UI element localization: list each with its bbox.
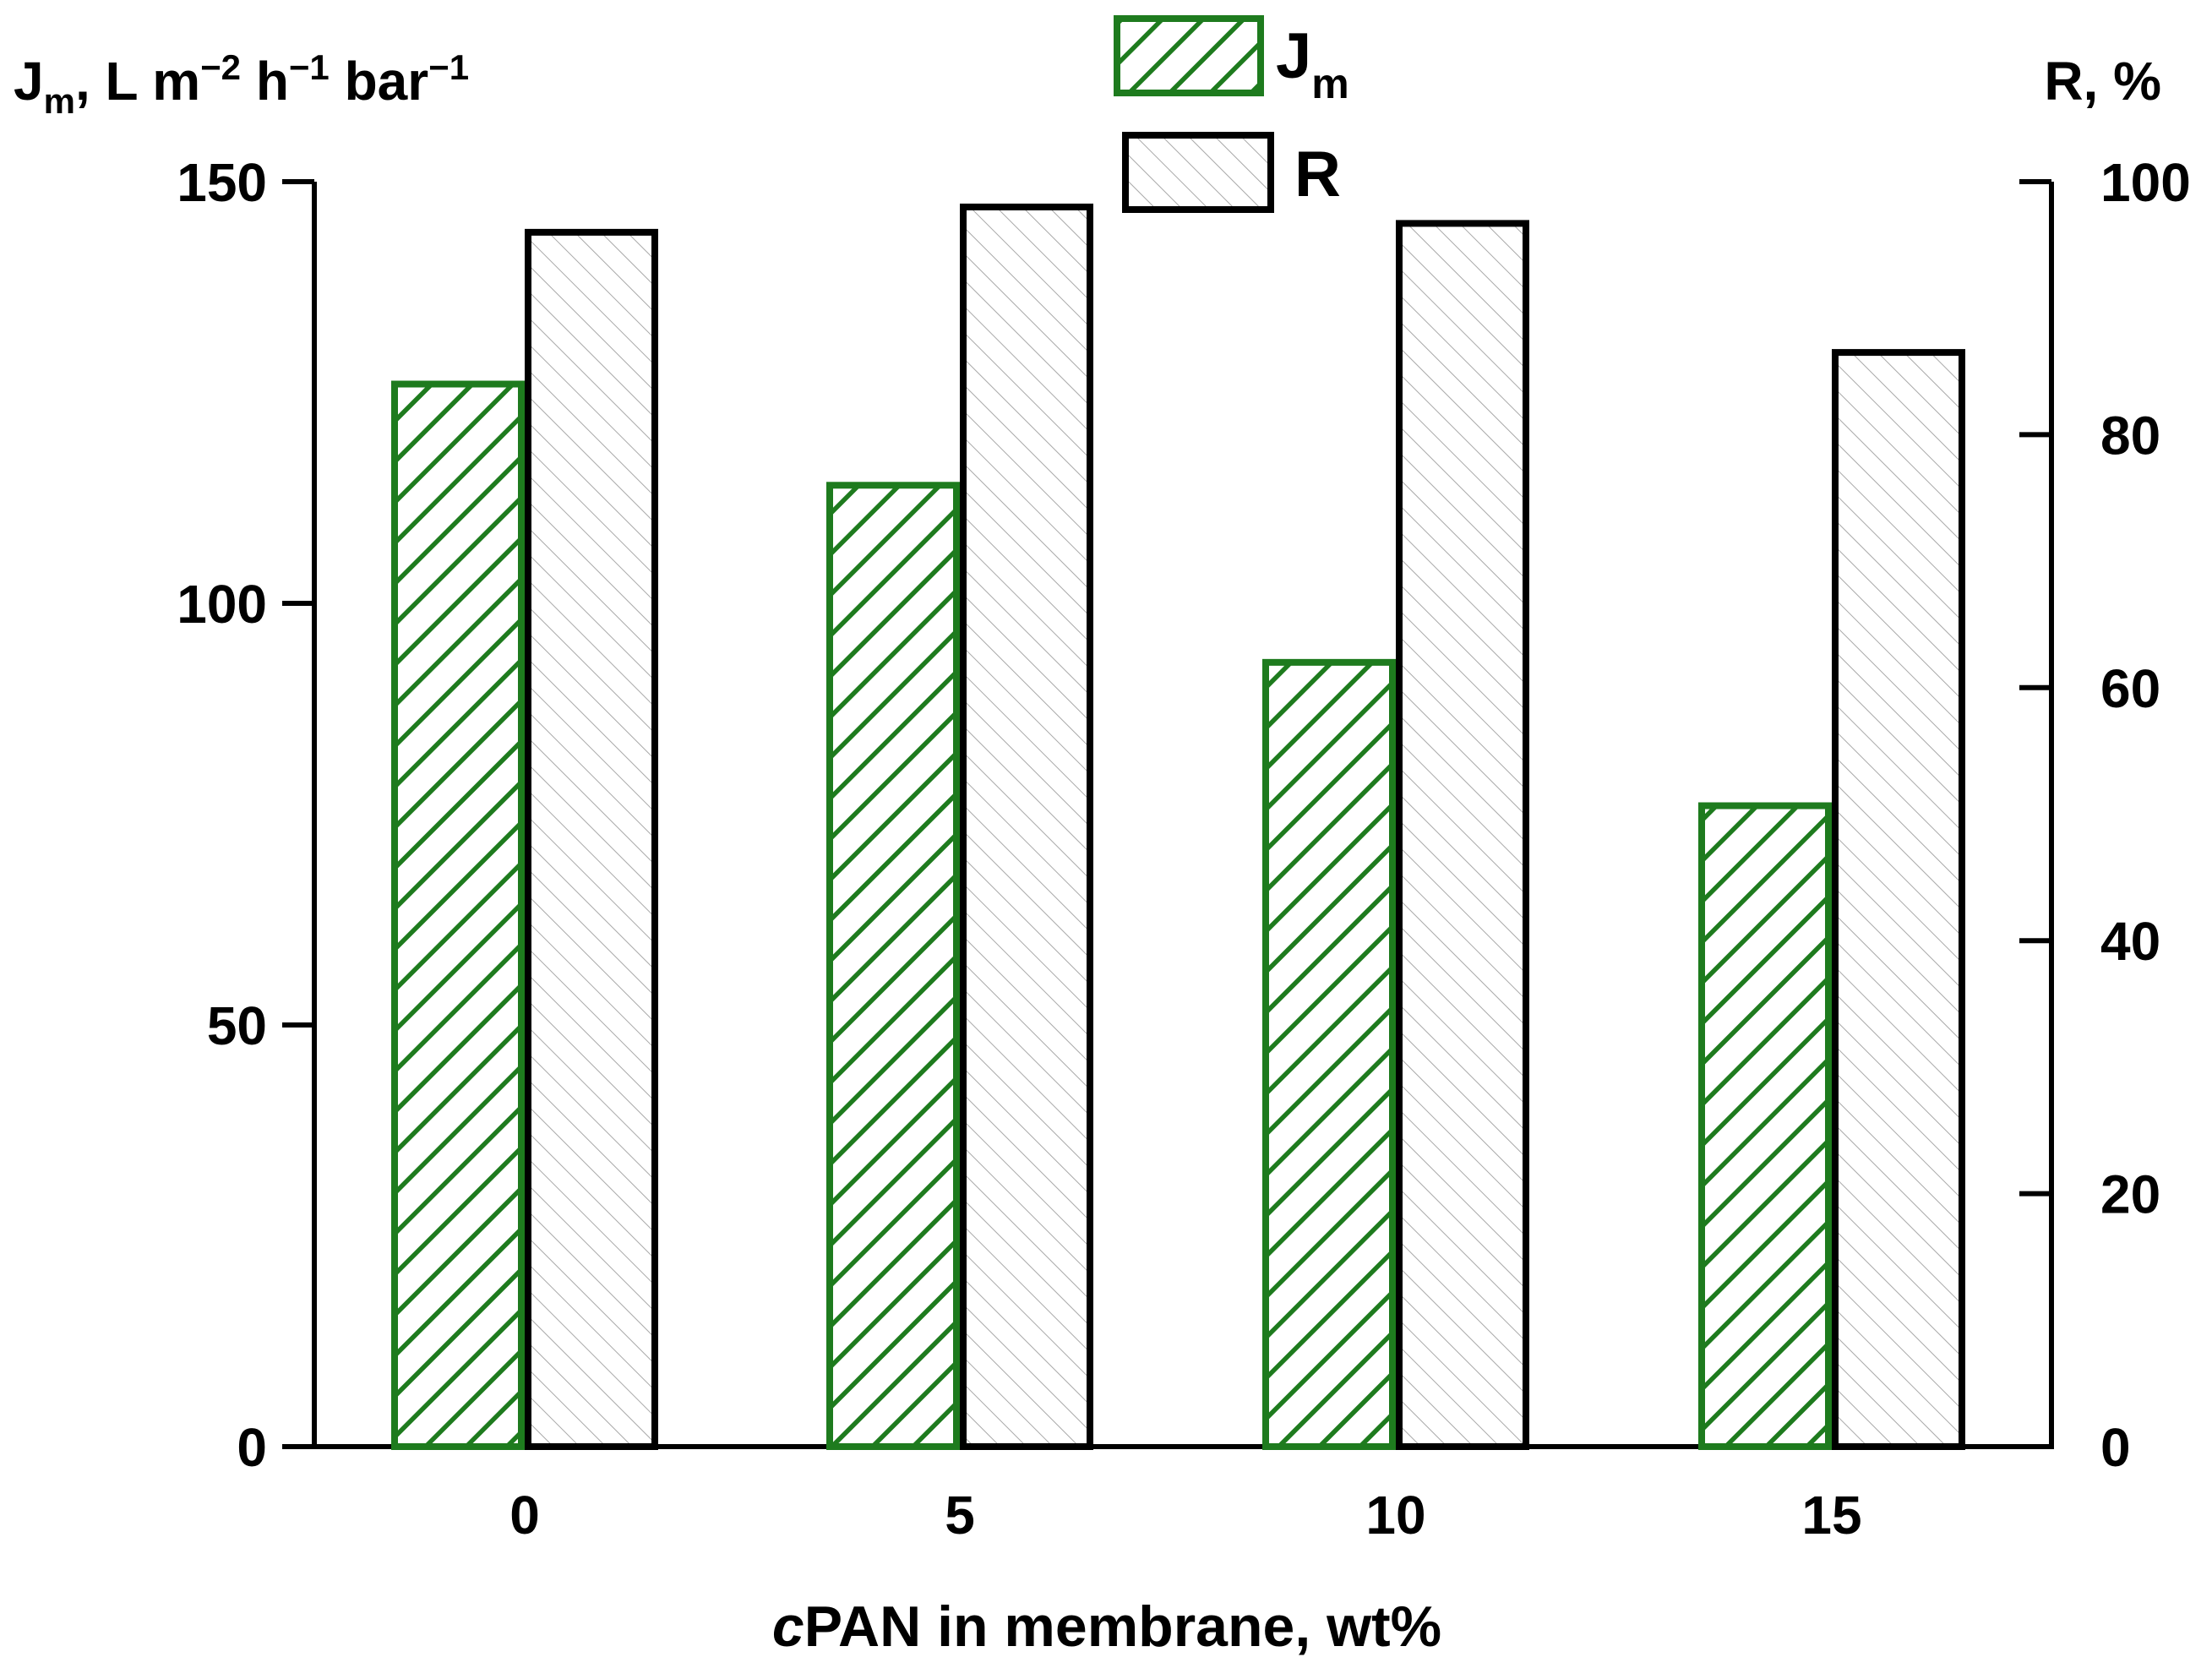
- left-axis-title: Jm, L m−2 h−1 bar−1: [14, 47, 469, 121]
- legend-label-jm: Jm: [1276, 20, 1349, 107]
- right-tick-label: 40: [2100, 911, 2160, 972]
- x-tick-labels: 0 5 10 15: [509, 1485, 1861, 1545]
- right-tick-label: 0: [2100, 1417, 2131, 1478]
- right-y-ticks: 0 20 40 60 80 100: [2019, 152, 2191, 1478]
- x-axis-title: cPAN in membrane, wt%: [772, 1595, 1441, 1659]
- left-tick-label: 150: [177, 152, 267, 213]
- bar-r-0: [525, 228, 658, 1450]
- right-tick-label: 100: [2100, 152, 2191, 213]
- bar-r-10: [1396, 220, 1529, 1450]
- right-tick-label: 80: [2100, 405, 2160, 466]
- left-y-ticks: 0 50 100 150: [177, 152, 314, 1478]
- left-tick-label: 50: [207, 995, 267, 1056]
- x-tick-label: 15: [1801, 1485, 1861, 1545]
- right-tick-label: 60: [2100, 658, 2160, 719]
- legend-swatch-r: [1122, 132, 1274, 213]
- x-tick-label: 10: [1365, 1485, 1425, 1545]
- bar-jm-0: [391, 380, 525, 1450]
- right-tick-label: 20: [2100, 1164, 2160, 1225]
- legend-swatch-jm: [1114, 15, 1264, 96]
- x-tick-label: 0: [509, 1485, 540, 1545]
- legend-label-r: R: [1294, 139, 1341, 210]
- left-tick-label: 100: [177, 574, 267, 635]
- right-axis-title: R, %: [2044, 51, 2161, 112]
- bar-jm-5: [826, 482, 960, 1450]
- bar-r-5: [960, 203, 1093, 1451]
- left-tick-label: 0: [237, 1417, 267, 1478]
- bar-r-15: [1832, 349, 1965, 1451]
- x-tick-label: 5: [945, 1485, 975, 1545]
- legend: Jm R: [1114, 15, 1349, 213]
- bar-jm-15: [1698, 802, 1832, 1450]
- bars: [391, 203, 1965, 1451]
- bar-jm-10: [1262, 658, 1396, 1450]
